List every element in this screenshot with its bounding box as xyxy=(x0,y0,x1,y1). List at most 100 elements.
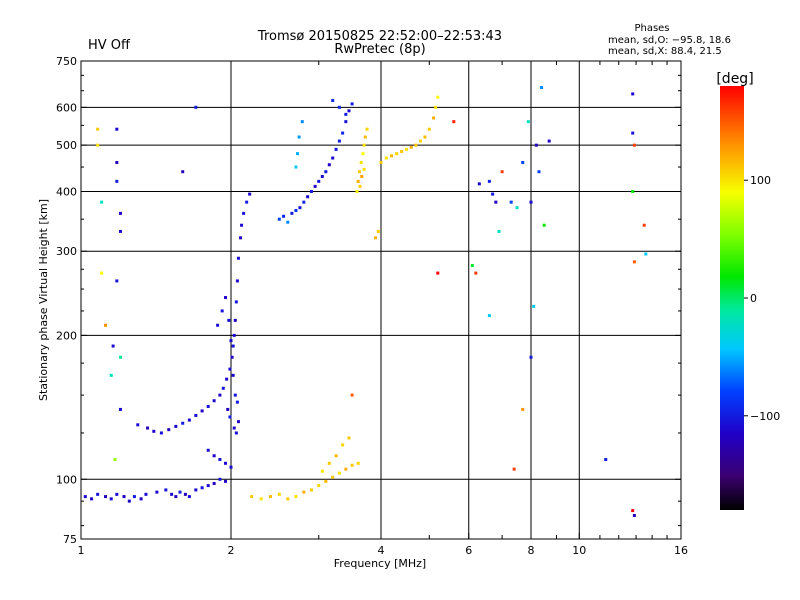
data-point xyxy=(235,279,239,283)
data-point xyxy=(100,200,104,204)
y-tick-label: 400 xyxy=(56,185,77,198)
data-point xyxy=(355,189,359,193)
data-point xyxy=(277,217,281,221)
chart-title: Tromsø 20150825 22:52:00–22:53:43 xyxy=(257,29,502,44)
data-point xyxy=(115,179,119,183)
chart-subtitle: RwPretec (8p) xyxy=(334,42,425,57)
data-point xyxy=(235,400,239,404)
x-axis: 1 2 4 6 8 10 16 xyxy=(78,61,688,557)
x-tick-label: 10 xyxy=(572,544,586,557)
data-point xyxy=(228,367,232,371)
data-point xyxy=(206,404,210,408)
data-point xyxy=(127,499,131,503)
data-point xyxy=(183,492,187,496)
data-point xyxy=(521,160,525,164)
data-point xyxy=(194,105,198,109)
data-point xyxy=(250,495,254,499)
data-point xyxy=(434,105,438,109)
data-point xyxy=(236,256,240,260)
data-point xyxy=(320,469,324,473)
colorbar-label: [deg] xyxy=(716,71,753,87)
data-point xyxy=(324,170,328,174)
data-point xyxy=(234,300,238,304)
data-point xyxy=(379,160,383,164)
data-point xyxy=(181,170,185,174)
grid xyxy=(81,61,681,539)
data-point xyxy=(139,497,143,501)
data-point xyxy=(632,143,636,147)
data-point xyxy=(515,206,519,210)
data-point xyxy=(350,463,354,467)
data-point xyxy=(268,495,272,499)
data-point xyxy=(242,211,246,215)
data-point xyxy=(113,457,117,461)
data-point xyxy=(167,428,171,432)
data-point xyxy=(309,189,313,193)
data-point xyxy=(115,492,119,496)
data-point xyxy=(227,318,231,322)
data-point xyxy=(384,156,388,160)
data-point xyxy=(644,252,648,256)
y-tick-label: 300 xyxy=(56,245,77,258)
data-point xyxy=(540,86,544,90)
data-point xyxy=(331,99,335,103)
data-point xyxy=(547,139,551,143)
data-point xyxy=(236,420,240,424)
x-tick-label: 4 xyxy=(378,544,385,557)
data-point xyxy=(104,323,108,327)
data-point xyxy=(313,184,317,188)
data-point xyxy=(118,229,122,233)
data-point xyxy=(452,120,456,124)
data-point xyxy=(109,373,113,377)
data-point xyxy=(470,264,474,268)
data-point xyxy=(331,156,335,160)
x-tick-label: 2 xyxy=(228,544,235,557)
data-point xyxy=(240,223,244,227)
data-point xyxy=(327,163,331,167)
stats-line-o: mean, sd,O: −95.8, 18.6 xyxy=(608,35,731,46)
data-point xyxy=(90,497,94,501)
y-tick-label: 100 xyxy=(56,473,77,486)
data-point xyxy=(122,495,126,499)
data-point xyxy=(500,170,504,174)
data-point xyxy=(632,260,636,264)
data-point xyxy=(529,355,533,359)
data-point xyxy=(200,486,204,490)
data-point xyxy=(294,495,298,499)
data-point xyxy=(100,271,104,275)
data-point xyxy=(363,135,367,139)
data-point xyxy=(409,145,413,149)
data-point xyxy=(359,160,363,164)
data-point xyxy=(534,143,538,147)
y-tick-label: 75 xyxy=(63,533,77,546)
data-point xyxy=(306,195,310,199)
data-point xyxy=(432,116,436,120)
x-axis-label: Frequency [MHz] xyxy=(334,557,426,570)
data-point xyxy=(231,344,235,348)
data-point xyxy=(194,488,198,492)
y-tick-label: 500 xyxy=(56,139,77,152)
data-point xyxy=(320,174,324,178)
stats-header: Phases xyxy=(634,23,669,34)
data-point xyxy=(341,443,345,447)
data-point xyxy=(224,479,228,483)
data-point xyxy=(356,461,360,465)
data-point xyxy=(427,127,431,131)
data-point xyxy=(357,170,361,174)
data-point xyxy=(218,457,222,461)
data-point xyxy=(233,393,237,397)
data-point xyxy=(286,497,290,501)
x-tick-label: 16 xyxy=(674,544,688,557)
data-point xyxy=(111,344,115,348)
data-point xyxy=(542,223,546,227)
data-point xyxy=(224,296,228,300)
data-point xyxy=(317,179,321,183)
data-point xyxy=(206,484,210,488)
data-point xyxy=(248,192,252,196)
data-point xyxy=(239,236,243,240)
data-point xyxy=(187,495,191,499)
data-point xyxy=(144,492,148,496)
data-point xyxy=(487,179,491,183)
